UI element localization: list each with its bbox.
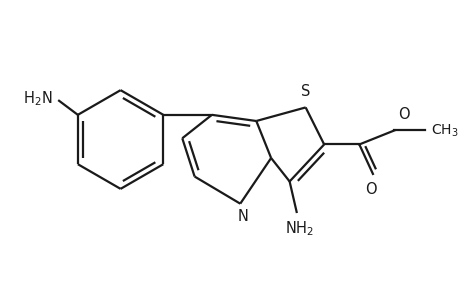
Text: N: N: [237, 209, 247, 224]
Text: O: O: [397, 107, 409, 122]
Text: H$_2$N: H$_2$N: [22, 89, 52, 108]
Text: NH$_2$: NH$_2$: [284, 219, 313, 238]
Text: CH$_3$: CH$_3$: [430, 122, 457, 139]
Text: O: O: [364, 182, 376, 197]
Text: S: S: [300, 84, 310, 99]
